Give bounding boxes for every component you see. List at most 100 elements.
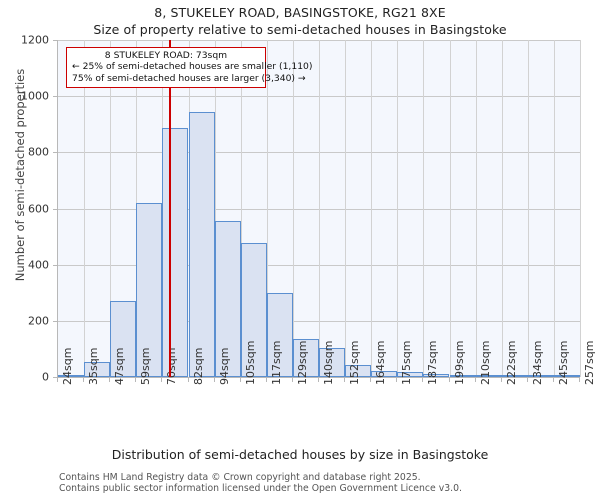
y-tick-mark xyxy=(53,152,57,154)
histogram-bar xyxy=(553,375,580,377)
histogram-bar xyxy=(423,374,450,377)
x-tick-label: 199sqm xyxy=(452,340,466,385)
histogram-bar xyxy=(397,371,424,377)
x-tick-label: 82sqm xyxy=(191,347,205,385)
histogram-bar xyxy=(501,375,528,377)
x-tick-mark xyxy=(422,378,424,382)
annotation-line-2: ← 25% of semi-detached houses are smalle… xyxy=(72,61,313,73)
x-tick-mark xyxy=(265,378,267,382)
histogram-bar xyxy=(319,348,346,377)
histogram-bar xyxy=(345,365,372,377)
gridline-vertical xyxy=(423,40,425,377)
gridline-vertical xyxy=(553,40,555,377)
x-tick-label: 59sqm xyxy=(139,347,153,385)
histogram-bar xyxy=(110,301,137,377)
x-tick-mark xyxy=(396,378,398,382)
y-tick-mark xyxy=(53,377,57,378)
gridline-vertical xyxy=(84,40,86,377)
x-tick-mark xyxy=(318,378,319,382)
x-tick-mark xyxy=(135,378,137,382)
x-tick-mark xyxy=(109,378,111,382)
y-tick-label: 200 xyxy=(28,314,49,328)
x-tick-label: 222sqm xyxy=(504,340,518,385)
histogram-bar xyxy=(136,203,163,377)
annotation-line-1: 8 STUKELEY ROAD: 73sqm xyxy=(104,50,228,61)
x-tick-mark xyxy=(448,378,450,382)
y-tick-label: 800 xyxy=(28,145,49,159)
x-tick-mark xyxy=(526,378,528,382)
x-tick-mark xyxy=(213,378,215,382)
gridline-vertical xyxy=(397,40,399,377)
gridline-vertical xyxy=(110,40,112,377)
histogram-bar xyxy=(449,375,476,377)
x-tick-mark xyxy=(500,378,502,382)
histogram-bar xyxy=(371,371,398,377)
y-tick-label: 1000 xyxy=(21,89,49,103)
x-tick-label: 257sqm xyxy=(583,340,596,385)
plot-area xyxy=(57,40,581,378)
x-tick-mark xyxy=(239,378,241,382)
x-tick-label: 175sqm xyxy=(400,340,414,385)
y-axis-label: Number of semi-detached properties xyxy=(13,68,27,282)
chart-subtitle: Size of property relative to semi-detach… xyxy=(93,22,507,37)
x-tick-mark xyxy=(552,378,554,382)
x-tick-label: 245sqm xyxy=(556,340,570,385)
annotation-line-3: 75% of semi-detached houses are larger (… xyxy=(72,72,306,84)
x-tick-mark xyxy=(370,378,372,382)
gridline-vertical xyxy=(580,40,581,377)
x-tick-mark xyxy=(57,378,58,382)
x-tick-label: 140sqm xyxy=(322,340,335,385)
gridline-vertical xyxy=(449,40,451,377)
x-tick-mark xyxy=(579,378,580,382)
y-tick-mark xyxy=(53,264,57,266)
x-tick-label: 164sqm xyxy=(374,340,388,385)
gridline-vertical xyxy=(475,40,477,377)
histogram-bar xyxy=(58,375,85,377)
property-marker-line xyxy=(168,40,171,377)
footer-attribution: Contains HM Land Registry data © Crown c… xyxy=(59,472,462,494)
chart-title: 8, STUKELEY ROAD, BASINGSTOKE, RG21 8XE xyxy=(154,5,446,20)
gridline-vertical xyxy=(371,40,373,377)
y-tick-mark xyxy=(53,320,57,322)
histogram-bar xyxy=(84,361,111,377)
x-axis-label: Distribution of semi-detached houses by … xyxy=(111,447,489,462)
x-tick-mark xyxy=(344,378,346,382)
x-tick-label: 70sqm xyxy=(165,347,179,385)
gridline-vertical xyxy=(345,40,347,377)
y-tick-label: 400 xyxy=(28,258,49,272)
x-tick-label: 187sqm xyxy=(426,340,440,385)
x-tick-label: 47sqm xyxy=(113,347,127,385)
x-tick-label: 24sqm xyxy=(61,347,74,385)
property-annotation-box: 8 STUKELEY ROAD: 73sqm ← 25% of semi-det… xyxy=(66,47,313,89)
y-tick-label: 0 xyxy=(42,370,49,384)
x-tick-mark xyxy=(187,378,189,382)
footer-line-1: Contains HM Land Registry data © Crown c… xyxy=(59,472,421,483)
histogram-bar xyxy=(475,375,502,377)
histogram-bar xyxy=(214,221,241,377)
x-tick-label: 234sqm xyxy=(530,340,544,385)
histogram-bars xyxy=(58,40,580,377)
histogram-bar xyxy=(527,375,554,377)
y-tick-label: 600 xyxy=(28,202,49,215)
x-tick-label: 105sqm xyxy=(243,340,257,385)
y-tick-mark xyxy=(53,40,57,41)
x-tick-mark xyxy=(83,378,85,382)
x-tick-label: 210sqm xyxy=(478,340,492,385)
footer-line-2: Contains public sector information licen… xyxy=(59,483,462,494)
y-tick-mark xyxy=(53,208,57,210)
x-tick-label: 129sqm xyxy=(295,340,309,385)
x-tick-mark xyxy=(474,378,476,382)
gridline-vertical xyxy=(319,40,320,377)
y-tick-mark xyxy=(53,96,57,98)
gridline-vertical xyxy=(501,40,503,377)
gridline-vertical xyxy=(266,40,268,377)
histogram-bar xyxy=(240,242,267,377)
x-tick-mark xyxy=(161,378,163,382)
histogram-bar xyxy=(292,339,319,377)
gridline-vertical xyxy=(527,40,529,377)
gridline-vertical xyxy=(214,40,216,377)
gridline-vertical xyxy=(240,40,242,377)
y-tick-label: 1200 xyxy=(21,33,49,47)
x-tick-label: 35sqm xyxy=(87,347,101,385)
